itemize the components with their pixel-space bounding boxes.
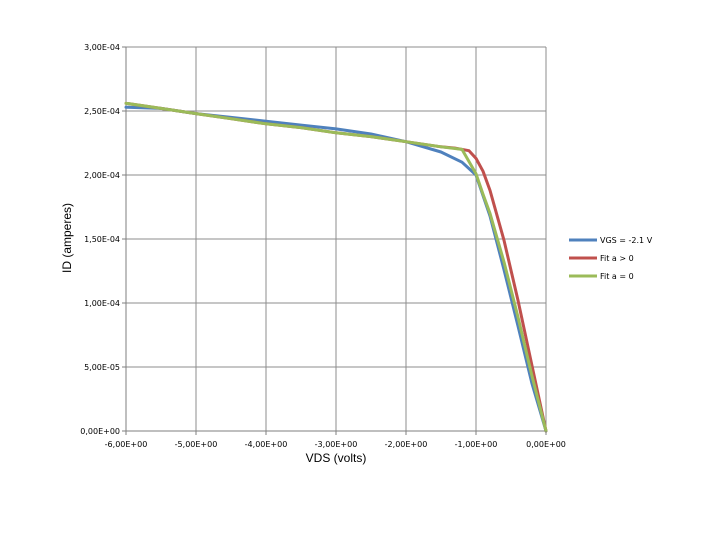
y-tick-label: 5,00E-05	[84, 363, 120, 372]
legend-label: VGS = -2.1 V	[600, 236, 653, 245]
y-tick-label: 2,00E-04	[84, 171, 120, 180]
x-tick-label: 0,00E+00	[526, 440, 566, 449]
x-axis-title: VDS (volts)	[306, 451, 367, 465]
grid	[125, 46, 547, 432]
y-tick-label: 2,50E-04	[84, 107, 120, 116]
x-tick-label: -2,00E+00	[385, 440, 428, 449]
legend: VGS = -2.1 V Fit a > 0 Fit a = 0	[569, 236, 653, 281]
x-tick-label: -5,00E+00	[175, 440, 218, 449]
y-tick-label: 3,00E-04	[84, 43, 120, 52]
y-tick-label: 0,00E+00	[80, 427, 120, 436]
x-axis-ticks: -6,00E+00 -5,00E+00 -4,00E+00 -3,00E+00 -2,0…	[105, 431, 566, 449]
series-lines	[124, 101, 548, 433]
x-tick-label: -1,00E+00	[455, 440, 498, 449]
legend-label: Fit a = 0	[600, 272, 634, 281]
y-tick-label: 1,00E-04	[84, 299, 120, 308]
legend-label: Fit a > 0	[600, 254, 634, 263]
x-tick-label: -3,00E+00	[315, 440, 358, 449]
y-axis-title: ID (amperes)	[60, 203, 74, 273]
x-tick-label: -6,00E+00	[105, 440, 148, 449]
x-tick-label: -4,00E+00	[245, 440, 288, 449]
series-line-3	[124, 101, 548, 433]
y-tick-label: 1,50E-04	[84, 235, 120, 244]
y-axis-ticks: 0,00E+00 5,00E-05 1,00E-04 1,50E-04 2,00E-04…	[80, 43, 126, 436]
